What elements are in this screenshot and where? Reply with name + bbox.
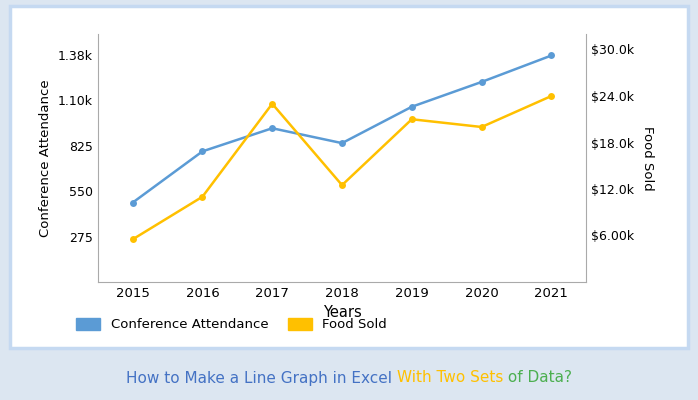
Text: How to Make a Line Graph in Excel: How to Make a Line Graph in Excel	[126, 370, 396, 386]
Text: of Data?: of Data?	[503, 370, 572, 386]
Text: With Two Sets: With Two Sets	[396, 370, 503, 386]
Y-axis label: Conference Attendance: Conference Attendance	[39, 79, 52, 237]
Y-axis label: Food Sold: Food Sold	[641, 126, 654, 190]
Legend: Conference Attendance, Food Sold: Conference Attendance, Food Sold	[76, 318, 387, 332]
X-axis label: Years: Years	[322, 306, 362, 320]
